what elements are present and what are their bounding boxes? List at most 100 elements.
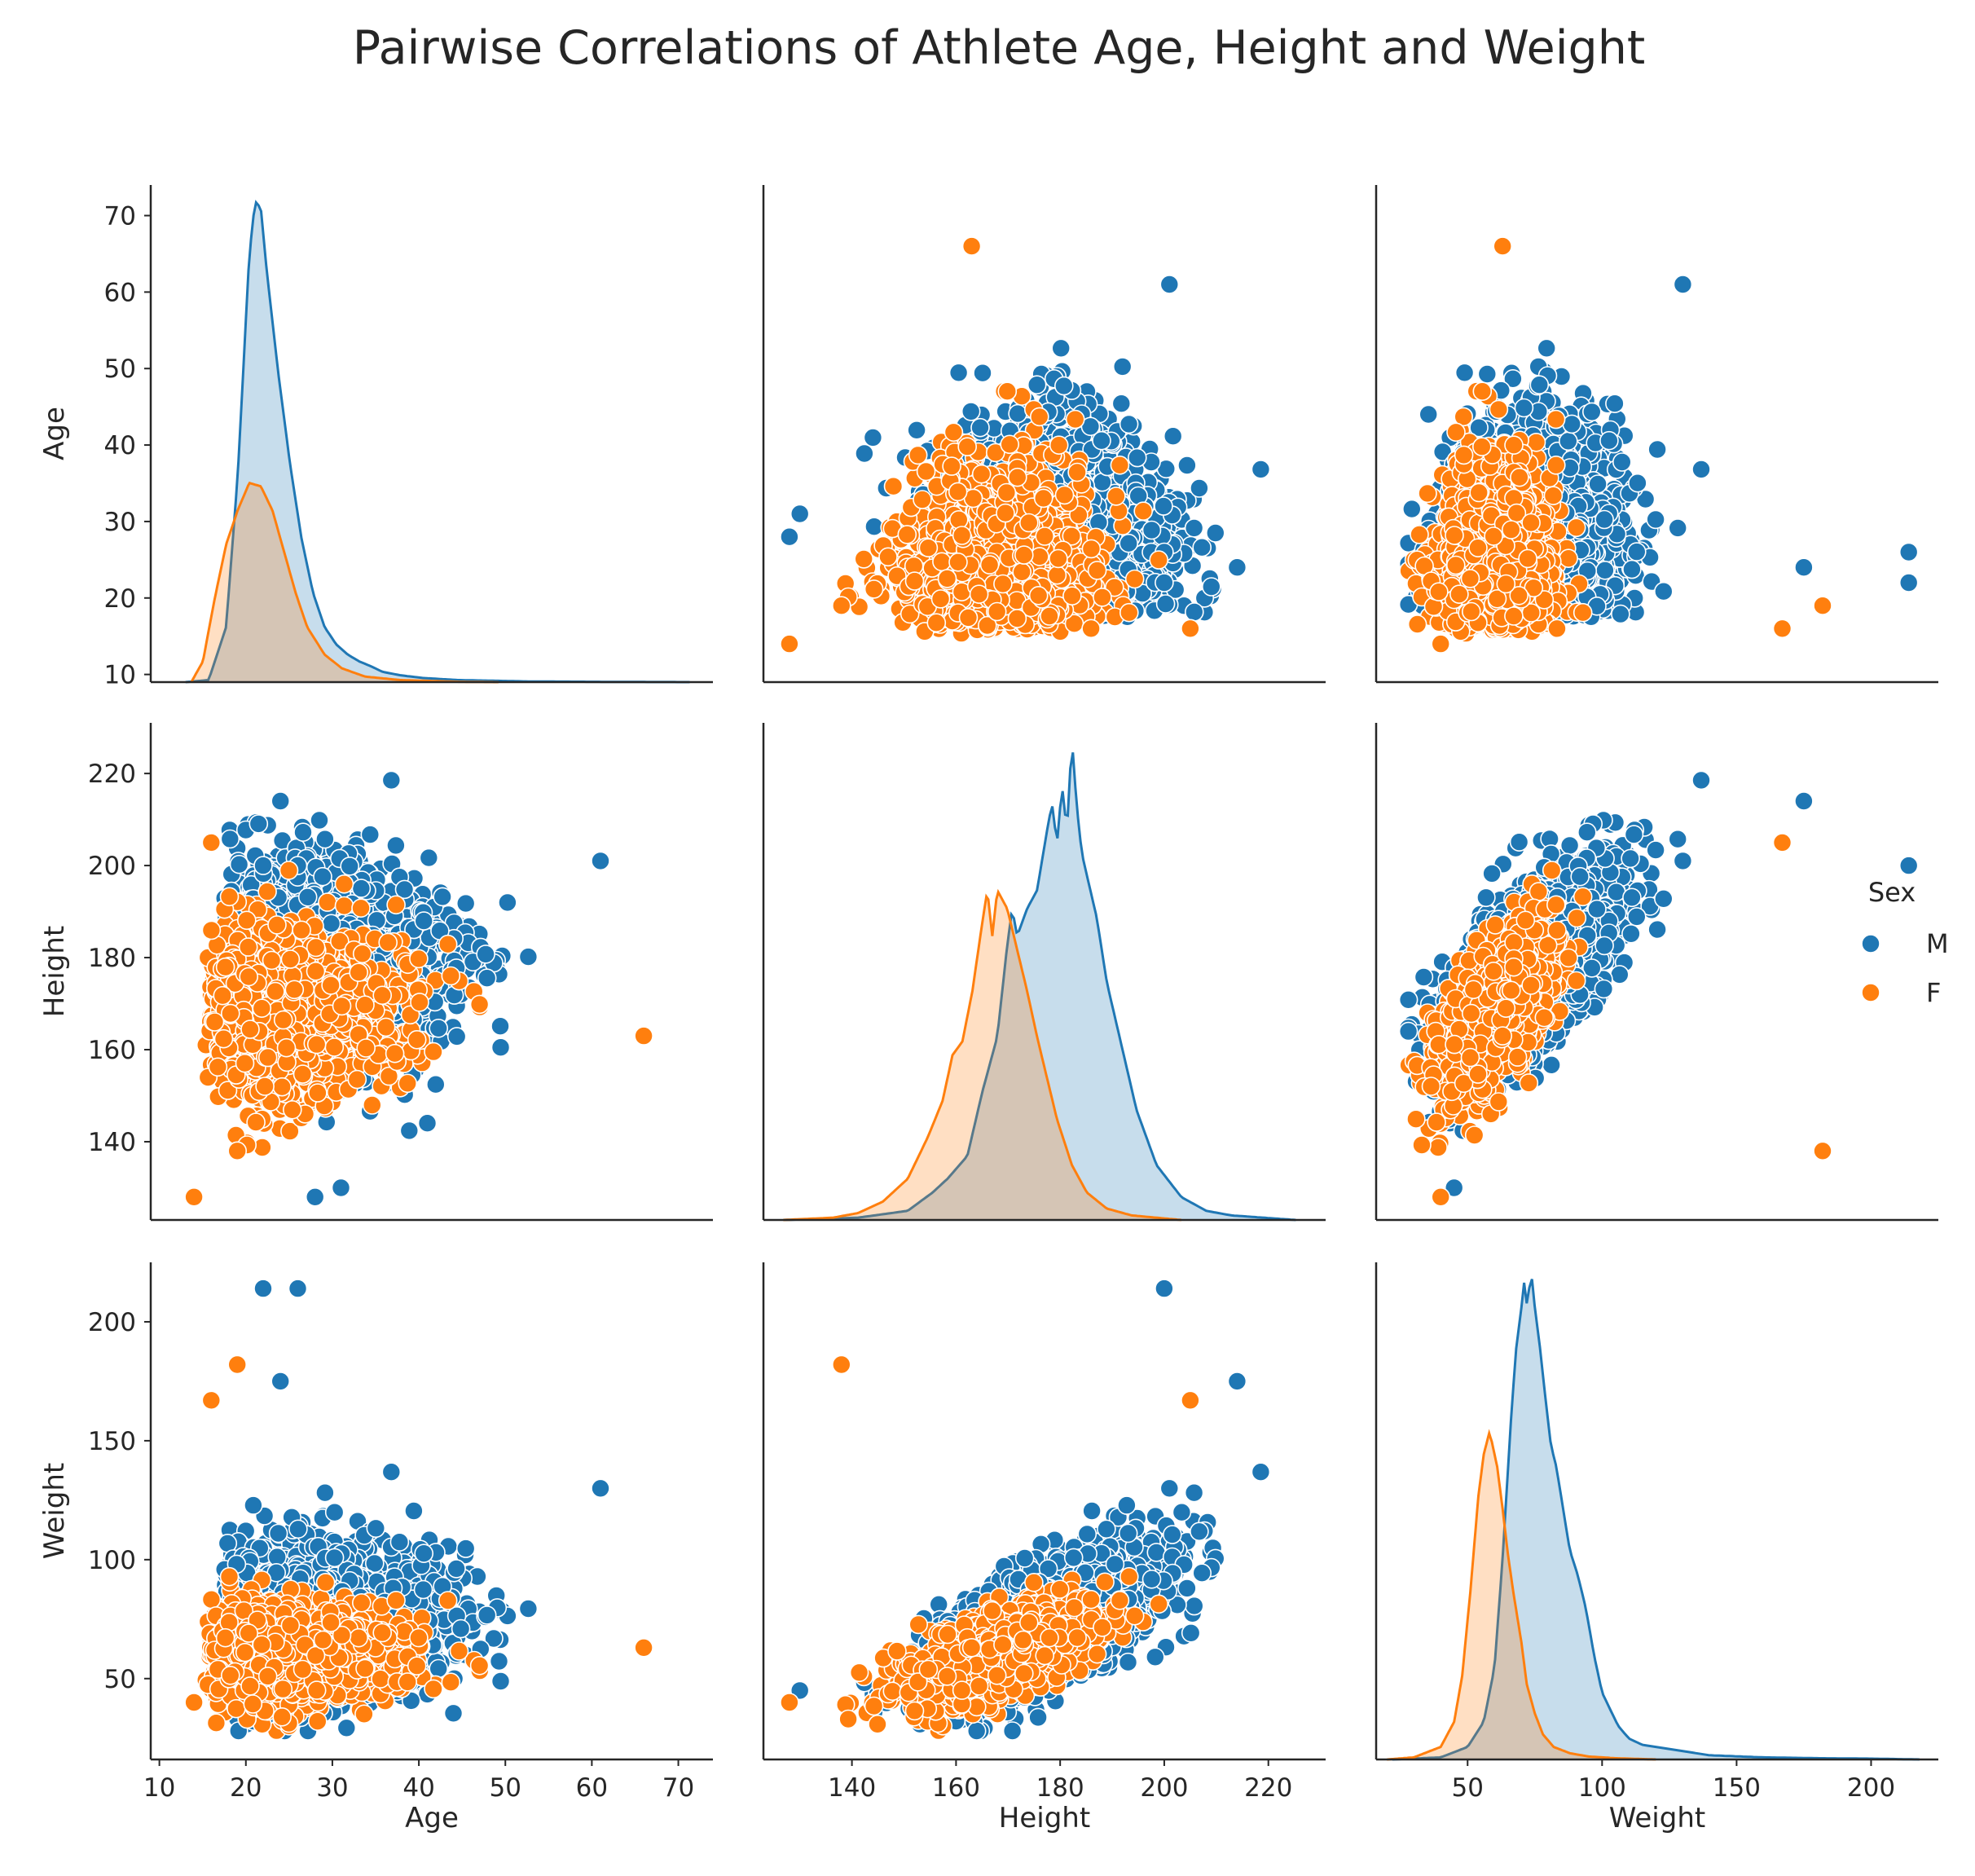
point-m: [907, 420, 926, 440]
point-f: [913, 490, 932, 509]
point-f: [1124, 569, 1145, 589]
point-f: [854, 549, 873, 569]
point-f: [958, 608, 979, 628]
point-f: [1106, 487, 1126, 506]
point-f: [948, 552, 968, 572]
scatter-points: [780, 236, 1271, 654]
point-m: [973, 363, 992, 383]
point-f: [944, 422, 964, 443]
y-axis-age-ticklabel: 20: [104, 584, 136, 614]
point-m: [948, 363, 969, 383]
point-f: [948, 482, 968, 502]
scatter-points: [1398, 236, 1919, 654]
point-f: [952, 526, 972, 545]
point-f: [897, 525, 917, 544]
point-f: [1081, 539, 1102, 559]
point-m: [1155, 573, 1174, 592]
point-f: [1049, 548, 1068, 569]
kde-group: [185, 200, 690, 684]
point-m: [970, 417, 990, 438]
point-f: [1093, 588, 1112, 607]
point-f: [969, 584, 989, 605]
point-f: [1007, 609, 1027, 628]
point-f: [1019, 513, 1039, 533]
point-f: [908, 445, 928, 465]
point-m: [1119, 414, 1139, 434]
point-f: [971, 464, 992, 484]
point-f: [979, 555, 1000, 575]
y-axis-age-ticklabel: 40: [104, 431, 136, 460]
y-axis-age-ticklabel: 70: [104, 202, 136, 231]
point-f: [1028, 585, 1049, 606]
point-f: [986, 443, 1005, 463]
point-f: [864, 579, 884, 599]
point-m: [1402, 499, 1422, 519]
point-f: [1033, 488, 1053, 509]
point-f: [1149, 550, 1168, 570]
point-m: [790, 504, 810, 524]
point-f: [883, 476, 904, 496]
point-f: [916, 461, 936, 482]
point-m: [1008, 403, 1027, 424]
y-axis-age-ticklabel: 50: [104, 355, 136, 384]
point-f: [997, 381, 1018, 402]
point-f: [932, 552, 952, 572]
point-f: [1012, 561, 1031, 582]
point-m: [855, 443, 874, 464]
point-f: [1110, 455, 1130, 475]
point-f: [780, 634, 799, 654]
point-f: [1008, 467, 1027, 487]
point-m: [1154, 496, 1173, 516]
point-f: [904, 571, 925, 591]
point-f: [1062, 586, 1082, 606]
point-m: [1027, 375, 1047, 395]
panel-grid: 1020304050607014016018020022050100150200…: [38, 185, 1938, 1834]
point-f: [918, 538, 939, 558]
point-m: [1185, 602, 1204, 622]
panel-age-vs-weight: [1375, 185, 1938, 684]
kde-fill-f: [191, 482, 499, 682]
point-m: [1159, 275, 1180, 294]
point-f: [987, 601, 1007, 622]
point-f: [1065, 409, 1085, 429]
point-m: [1051, 338, 1071, 359]
point-f: [1049, 435, 1069, 456]
point-f: [1047, 565, 1067, 585]
point-m: [1177, 456, 1197, 475]
point-m: [961, 402, 981, 421]
point-m: [1128, 447, 1147, 468]
point-m: [1184, 518, 1204, 538]
point-m: [1141, 520, 1162, 540]
point-f: [1035, 526, 1054, 546]
point-f: [1181, 619, 1200, 639]
point-m: [863, 428, 883, 447]
point-m: [1092, 430, 1111, 451]
point-f: [1133, 501, 1153, 522]
point-f: [878, 547, 898, 567]
point-f: [1119, 602, 1139, 623]
point-m: [1054, 376, 1074, 396]
point-m: [1155, 594, 1176, 614]
point-f: [993, 574, 1013, 594]
point-m: [1192, 537, 1212, 557]
y-axis-age-ticklabel: 30: [104, 508, 136, 537]
point-m: [1227, 557, 1247, 578]
point-m: [780, 526, 799, 547]
point-f: [1081, 619, 1101, 639]
point-f: [1040, 606, 1059, 626]
point-m: [1112, 357, 1133, 377]
point-f: [926, 613, 947, 633]
point-f: [961, 236, 982, 256]
point-f: [1030, 407, 1049, 427]
point-f: [930, 589, 951, 609]
point-m: [1111, 394, 1132, 414]
point-m: [1163, 426, 1183, 447]
point-f: [1062, 526, 1082, 546]
point-f: [942, 456, 961, 476]
point-m: [1206, 523, 1225, 543]
point-f: [1014, 545, 1034, 565]
point-f: [832, 596, 851, 616]
point-m: [1251, 460, 1271, 479]
point-m: [1190, 478, 1209, 498]
